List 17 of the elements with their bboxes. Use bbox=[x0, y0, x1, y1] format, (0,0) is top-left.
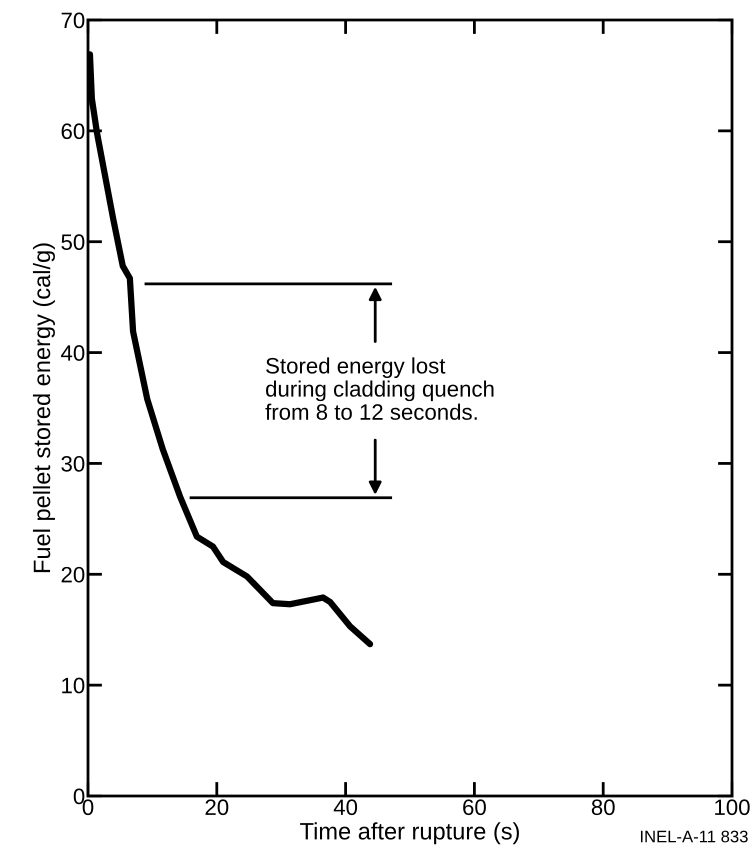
x-tick-label: 20 bbox=[206, 799, 228, 816]
y-tick-label: 10 bbox=[62, 678, 84, 694]
text: INEL-A-11 833 bbox=[640, 830, 748, 842]
y-tick-label: 60 bbox=[62, 123, 84, 140]
y-tick-label: 50 bbox=[61, 234, 84, 250]
annotation: Stored energy lost during cladding quench from 8 to 12 seconds. bbox=[265, 357, 494, 420]
x-tick-label: 40 bbox=[334, 799, 358, 816]
y-tick-label: 30 bbox=[61, 456, 84, 472]
y-tick-label: 0 bbox=[74, 788, 84, 804]
y-tick-label: 40 bbox=[61, 345, 84, 361]
x-tick-label: 80 bbox=[592, 799, 615, 816]
x-tick-label: 100 bbox=[715, 799, 750, 816]
y-axis-title: Fuel pellet stored energy (cal/g) bbox=[32, 243, 55, 572]
y-tick-label: 70 bbox=[62, 12, 84, 28]
x-tick-label: 60 bbox=[463, 799, 486, 816]
y-tick-label: 20 bbox=[62, 566, 84, 583]
x-axis-title: Time after rupture (s) bbox=[300, 822, 519, 844]
